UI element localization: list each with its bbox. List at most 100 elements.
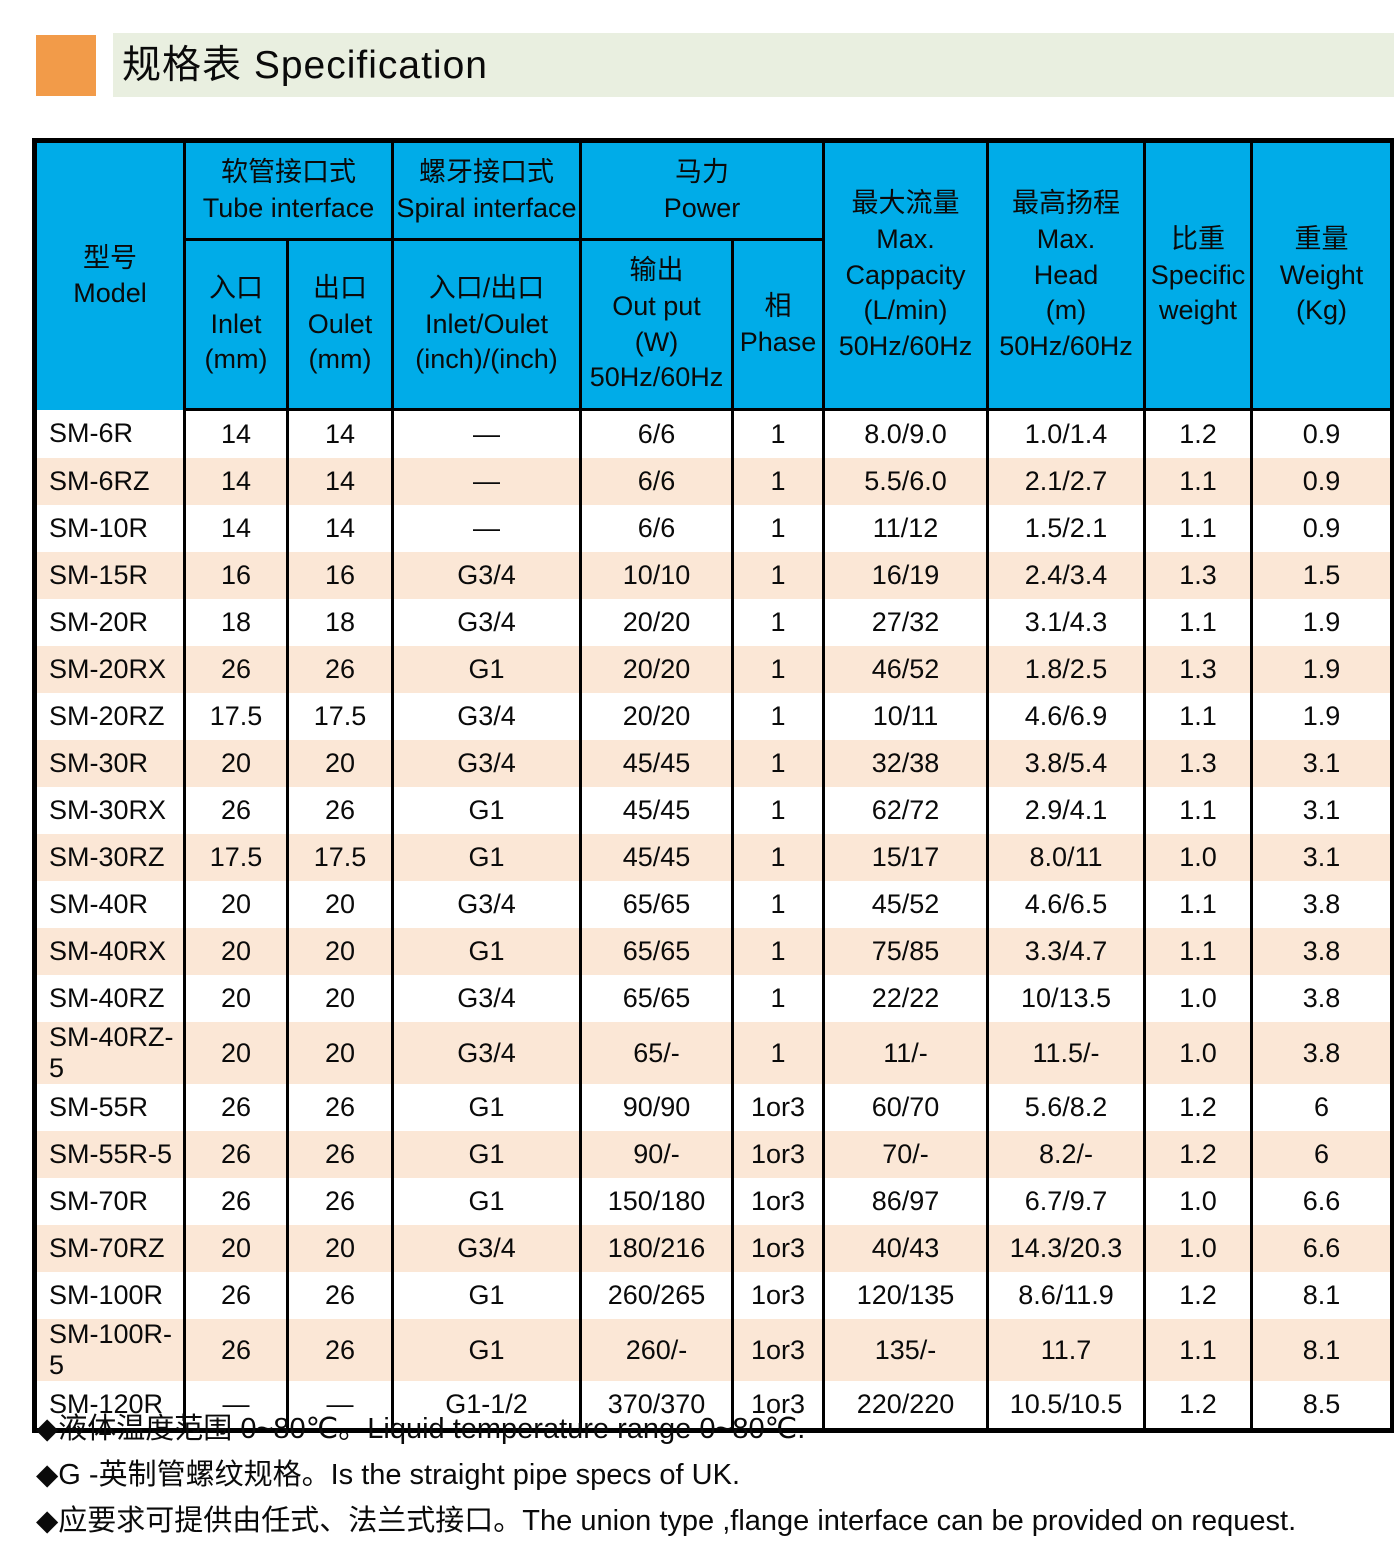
- value-cell: G3/4: [391, 693, 583, 740]
- value-cell: 17.5: [183, 693, 289, 740]
- model-cell: SM-20RZ: [33, 693, 186, 740]
- value-cell: 1: [731, 740, 826, 787]
- specification-table: 型号 Model 软管接口式 Tube interface 螺牙接口式 Spir…: [32, 138, 1394, 1433]
- value-cell: 1.0: [1143, 1178, 1254, 1225]
- model-cell: SM-15R: [33, 552, 186, 599]
- value-cell: 20: [183, 928, 289, 975]
- value-cell: 220/220: [822, 1381, 990, 1431]
- value-cell: 17.5: [285, 693, 395, 740]
- value-cell: 14: [183, 409, 289, 458]
- value-cell: 1.2: [1143, 1381, 1254, 1431]
- value-cell: 20: [285, 1225, 395, 1272]
- value-cell: 20: [183, 1225, 289, 1272]
- value-cell: 60/70: [822, 1084, 990, 1131]
- value-cell: 1: [731, 458, 826, 505]
- value-cell: 0.9: [1250, 409, 1394, 458]
- value-cell: G1: [391, 1272, 583, 1319]
- value-cell: 1.9: [1250, 599, 1394, 646]
- value-cell: 20: [285, 1022, 395, 1084]
- value-cell: 20/20: [579, 599, 735, 646]
- table-row: SM-30R 20 20 G3/4 45/45 1 32/38 3.8/5.4 1.3 3.1: [33, 740, 1394, 787]
- footer-notes: ◆液体温度范围 0~80℃。Liquid temperature range 0…: [36, 1406, 1376, 1544]
- value-cell: 26: [183, 1131, 289, 1178]
- table-row: SM-20RX 26 26 G1 20/20 1 46/52 1.8/2.5 1.3 1.9: [33, 646, 1394, 693]
- value-cell: 26: [183, 787, 289, 834]
- value-cell: 20/20: [579, 693, 735, 740]
- model-cell: SM-6R: [33, 409, 186, 458]
- value-cell: 1: [731, 881, 826, 928]
- model-cell: SM-20RX: [33, 646, 186, 693]
- value-cell: G3/4: [391, 881, 583, 928]
- model-cell: SM-30RX: [33, 787, 186, 834]
- value-cell: 1.2: [1143, 1131, 1254, 1178]
- value-cell: 45/45: [579, 787, 735, 834]
- value-cell: 1: [731, 409, 826, 458]
- header-phase: 相 Phase: [731, 239, 826, 411]
- value-cell: 45/45: [579, 740, 735, 787]
- value-cell: 1.1: [1143, 928, 1254, 975]
- value-cell: G1: [391, 1131, 583, 1178]
- table-row: SM-40RZ-5 20 20 G3/4 65/- 1 11/- 11.5/- 1.0 3.8: [33, 1022, 1394, 1084]
- note-temperature: ◆液体温度范围 0~80℃。Liquid temperature range 0…: [36, 1413, 806, 1445]
- value-cell: 26: [183, 1178, 289, 1225]
- value-cell: 32/38: [822, 740, 990, 787]
- value-cell: —: [391, 409, 583, 458]
- value-cell: 20: [183, 881, 289, 928]
- title-accent-square: [36, 35, 96, 96]
- value-cell: 17.5: [183, 834, 289, 881]
- value-cell: G3/4: [391, 1225, 583, 1272]
- value-cell: 14: [285, 458, 395, 505]
- value-cell: 1.9: [1250, 646, 1394, 693]
- value-cell: 1or3: [731, 1178, 826, 1225]
- value-cell: 135/-: [822, 1319, 990, 1381]
- value-cell: 1.2: [1143, 1272, 1254, 1319]
- value-cell: 8.1: [1250, 1319, 1394, 1381]
- value-cell: 1: [731, 975, 826, 1022]
- value-cell: 1or3: [731, 1084, 826, 1131]
- value-cell: 1.3: [1143, 740, 1254, 787]
- spec-table-body: SM-6R 14 14—6/6 1 8.0/9.0 1.0/1.4 1.2 0.9 SM-6RZ…: [33, 409, 1394, 1431]
- value-cell: 11.7: [986, 1319, 1147, 1381]
- value-cell: 1.1: [1143, 693, 1254, 740]
- header-power-group: 马力 Power: [579, 140, 826, 241]
- model-cell: SM-55R-5: [33, 1131, 186, 1178]
- table-row: SM-20RZ 17.5 17.5 G3/4 20/20 1 10/11 4.6/6.9 1.1…: [33, 693, 1394, 740]
- value-cell: 26: [183, 1084, 289, 1131]
- model-cell: SM-40RZ: [33, 975, 186, 1022]
- value-cell: 16: [183, 552, 289, 599]
- value-cell: 1or3: [731, 1225, 826, 1272]
- value-cell: 26: [183, 1319, 289, 1381]
- value-cell: 1.8/2.5: [986, 646, 1147, 693]
- value-cell: 2.1/2.7: [986, 458, 1147, 505]
- value-cell: 20: [285, 740, 395, 787]
- value-cell: 1: [731, 834, 826, 881]
- header-spiral-interface-group: 螺牙接口式 Spiral interface: [391, 140, 583, 241]
- value-cell: 1.0: [1143, 1225, 1254, 1272]
- value-cell: 65/65: [579, 881, 735, 928]
- value-cell: 20/20: [579, 646, 735, 693]
- value-cell: 1.3: [1143, 646, 1254, 693]
- value-cell: 75/85: [822, 928, 990, 975]
- value-cell: 1.0: [1143, 975, 1254, 1022]
- value-cell: 26: [285, 1131, 395, 1178]
- header-tube-outlet: 出口 Oulet (mm): [285, 239, 395, 411]
- model-cell: SM-70R: [33, 1178, 186, 1225]
- model-cell: SM-30R: [33, 740, 186, 787]
- note-thread-spec: ◆G -英制管螺纹规格。Is the straight pipe specs o…: [36, 1459, 741, 1491]
- value-cell: —: [183, 1381, 289, 1431]
- table-row: SM-15R 16 16 G3/4 10/10 1 16/19 2.4/3.4 1.3 1.5: [33, 552, 1394, 599]
- value-cell: 16: [285, 552, 395, 599]
- value-cell: —: [391, 458, 583, 505]
- value-cell: 27/32: [822, 599, 990, 646]
- value-cell: 3.8/5.4: [986, 740, 1147, 787]
- value-cell: 1or3: [731, 1272, 826, 1319]
- value-cell: 26: [285, 1319, 395, 1381]
- value-cell: 1: [731, 505, 826, 552]
- value-cell: 26: [285, 787, 395, 834]
- model-cell: SM-100R-5: [33, 1319, 186, 1381]
- value-cell: 8.0/9.0: [822, 409, 990, 458]
- value-cell: 65/-: [579, 1022, 735, 1084]
- model-cell: SM-30RZ: [33, 834, 186, 881]
- table-row: SM-120R — — G1-1/2 370/370 1or3 220/220 10.5/10…: [33, 1381, 1394, 1431]
- value-cell: 1.5/2.1: [986, 505, 1147, 552]
